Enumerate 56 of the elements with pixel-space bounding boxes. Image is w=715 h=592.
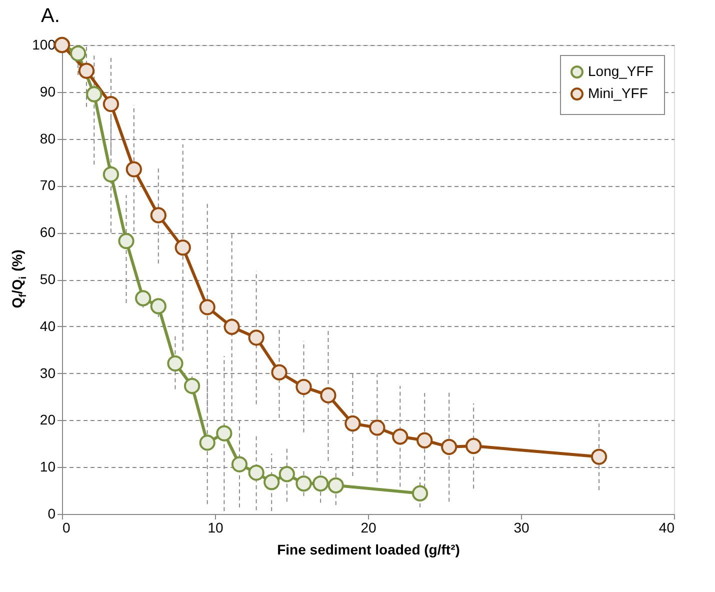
point bbox=[199, 434, 216, 451]
point bbox=[184, 378, 200, 394]
point bbox=[312, 475, 329, 492]
y-tick-label: 50 bbox=[40, 271, 56, 287]
point bbox=[271, 364, 288, 380]
point bbox=[231, 456, 248, 472]
x-axis-title: Fine sediment loaded (g/ft²) bbox=[277, 542, 460, 558]
point bbox=[248, 330, 264, 346]
point bbox=[264, 474, 280, 490]
point bbox=[224, 318, 240, 335]
y-tick-label: 20 bbox=[40, 412, 56, 428]
point bbox=[416, 432, 433, 448]
point bbox=[344, 415, 361, 432]
point bbox=[102, 166, 120, 182]
y-tick-label: 90 bbox=[40, 83, 56, 100]
y-tick-label: 30 bbox=[40, 364, 56, 381]
point bbox=[70, 45, 86, 62]
point bbox=[167, 355, 184, 372]
point bbox=[216, 425, 232, 442]
y-tick-label: 70 bbox=[40, 177, 56, 194]
point bbox=[466, 438, 482, 454]
chart-title: A. bbox=[41, 4, 60, 27]
point bbox=[150, 298, 166, 314]
x-tick-label: 0 bbox=[62, 520, 70, 536]
legend-label: Long_YFF bbox=[588, 63, 654, 79]
point bbox=[369, 420, 386, 436]
x-tick-label: 30 bbox=[514, 520, 530, 536]
y-tick-label: 0 bbox=[48, 506, 56, 522]
point bbox=[441, 438, 458, 455]
point bbox=[278, 466, 295, 482]
point bbox=[412, 485, 428, 502]
point bbox=[320, 387, 336, 404]
point bbox=[392, 428, 408, 445]
y-axis-title: Qf/Qi (%) bbox=[9, 250, 29, 308]
y-tick-label: 80 bbox=[40, 130, 56, 146]
point bbox=[78, 62, 95, 79]
point bbox=[248, 464, 264, 481]
point bbox=[102, 96, 120, 112]
point bbox=[199, 299, 216, 316]
point bbox=[296, 475, 312, 492]
point bbox=[126, 161, 142, 178]
point bbox=[118, 232, 134, 250]
y-tick-label: 10 bbox=[40, 458, 56, 475]
point bbox=[150, 207, 166, 224]
x-tick-label: 40 bbox=[658, 520, 675, 536]
point bbox=[296, 378, 312, 395]
point bbox=[135, 290, 152, 306]
legend-label: Mini_YFF bbox=[588, 85, 648, 101]
y-tick-label: 60 bbox=[40, 224, 56, 240]
point bbox=[328, 477, 344, 494]
x-tick-label: 20 bbox=[360, 520, 376, 536]
point bbox=[590, 448, 608, 465]
y-tick-label: 40 bbox=[40, 318, 56, 334]
point bbox=[86, 86, 102, 102]
point bbox=[174, 240, 191, 256]
x-tick-label: 10 bbox=[208, 520, 224, 536]
